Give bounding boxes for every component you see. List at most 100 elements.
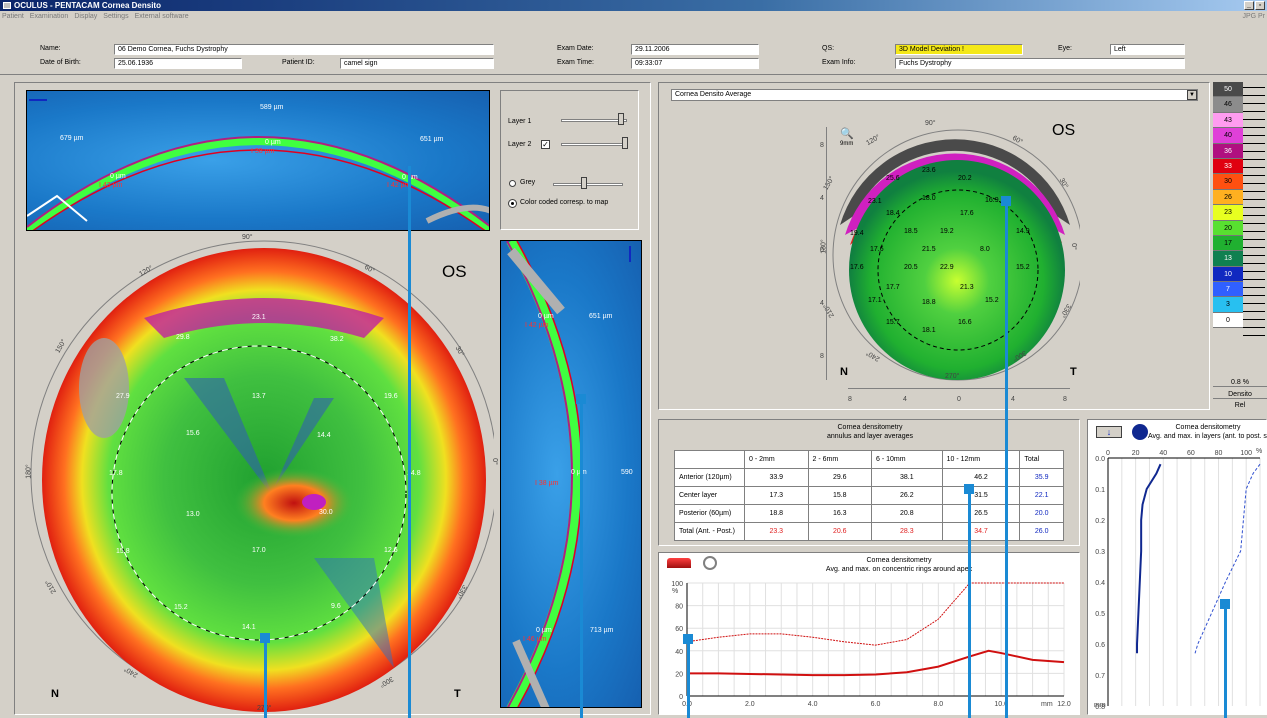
cursor-handle[interactable]	[1001, 196, 1011, 206]
densito-map-small[interactable]: 90° 120° 60° 150° 30° 180° 0° 210° 330° …	[800, 115, 1080, 395]
name-field[interactable]: 06 Demo Cornea, Fuchs Dystrophy	[114, 44, 494, 55]
menu-external-software[interactable]: External software	[134, 13, 189, 20]
color-scale-cell: 43	[1213, 112, 1243, 129]
eye-os-label-small: OS	[1052, 122, 1076, 139]
density-map-large[interactable]: 90° 270° 0° 180° 120° 60° 150° 30° 210° …	[14, 234, 498, 715]
cursor-handle[interactable]	[964, 484, 974, 494]
map-type-dropdown[interactable]: Cornea Densito Average ▼	[671, 89, 1198, 101]
qs-label: QS:	[822, 45, 835, 52]
scale-densito[interactable]: Densito	[1213, 391, 1267, 399]
scheimpflug-image-horizontal[interactable]: 589 µm 0 µm I 38 µm 679 µm 0 µm I 43 µm …	[26, 90, 490, 231]
table-cell: 33.9	[744, 468, 809, 487]
restore-button[interactable]: ▫	[1255, 1, 1265, 10]
qs-field[interactable]: 3D Model Deviation !	[895, 44, 1023, 55]
minimize-button[interactable]: _	[1244, 1, 1254, 10]
grey-label: Grey	[520, 179, 536, 186]
layer2-slider-thumb[interactable]	[622, 137, 628, 149]
series-line	[687, 649, 1065, 677]
y-unit-label: %	[672, 588, 679, 595]
map-value: 38.2	[330, 336, 344, 343]
dropdown-arrow-icon[interactable]: ▼	[1187, 90, 1197, 100]
cursor-line[interactable]	[687, 640, 690, 718]
table-row: Center layer 17.3 15.8 26.2 31.5 22.1	[674, 486, 1064, 505]
map-value: 13.7	[252, 393, 266, 400]
cursor-line[interactable]	[1005, 200, 1008, 718]
header-cell: Total	[1019, 450, 1064, 469]
grey-slider-thumb[interactable]	[581, 177, 587, 189]
cursor-line[interactable]	[968, 488, 971, 718]
table-cell: 20.8	[871, 504, 943, 523]
scale-rel[interactable]: Rel	[1234, 402, 1246, 409]
menu-settings[interactable]: Settings	[103, 13, 129, 20]
menu-display[interactable]: Display	[74, 13, 98, 20]
y-tick-label: 0.0	[1095, 456, 1105, 463]
exam-date-field[interactable]: 29.11.2006	[631, 44, 759, 55]
cursor-line[interactable]	[408, 166, 411, 718]
color-scale-cell: 36	[1213, 143, 1243, 159]
map-value: 23.6	[922, 167, 936, 174]
row-label: Center layer	[674, 486, 745, 505]
map-value: 15.2	[985, 297, 999, 304]
menu-right-text[interactable]: JPG Pr	[1242, 13, 1265, 20]
layer-controls-panel: Layer 1 Layer 2 ✓ Grey Color coded corre…	[500, 90, 639, 230]
header-cell	[674, 450, 745, 469]
grey-slider[interactable]	[553, 183, 623, 186]
y-tick: 0	[820, 247, 824, 254]
layer2-checkbox[interactable]: ✓	[541, 140, 550, 149]
cursor-line[interactable]	[264, 641, 267, 718]
exam-info-field[interactable]: Fuchs Dystrophy	[895, 58, 1185, 69]
y-tick-label: 60	[675, 626, 683, 633]
cursor-handle[interactable]	[683, 634, 693, 644]
eye-field[interactable]: Left	[1110, 44, 1185, 55]
x-tick-label: 20	[1132, 450, 1140, 457]
measure-label: 590	[621, 469, 633, 476]
table-cell: 26.5	[941, 504, 1021, 523]
cursor-handle[interactable]	[576, 394, 586, 404]
exam-time-field[interactable]: 09:33:07	[631, 58, 759, 69]
menu-patient[interactable]: Patient	[2, 13, 24, 20]
x-axis	[848, 388, 1070, 389]
scheimpflug-image-vertical[interactable]: 0 µm I 42 µm 651 µm 0 µm I 38 µm 590 0 µ…	[500, 240, 642, 708]
layer2-slider[interactable]	[561, 143, 627, 146]
cursor-handle[interactable]	[1220, 599, 1230, 609]
dob-field[interactable]: 25.06.1936	[114, 58, 242, 69]
layer2-label: Layer 2	[508, 141, 532, 148]
map-value: 17.6	[850, 264, 864, 271]
map-value: 15.2	[1016, 264, 1030, 271]
measure-label: 713 µm	[590, 627, 614, 634]
magnifier-icon[interactable]: 🔍	[840, 128, 854, 140]
measure-label: 589 µm	[260, 104, 284, 111]
map-value: 20.2	[958, 175, 972, 182]
layer-circle-icon[interactable]	[1132, 424, 1148, 440]
layers-chart-svg[interactable]: 0 20 40 60 80 100 0.0 0.1 0.2 0.3 0.4 0.5 0.6 0.7 0.8	[1088, 420, 1267, 716]
table-cell: 17.3	[744, 486, 809, 505]
rings-target-icon[interactable]	[703, 556, 717, 570]
scale-label: 9mm	[840, 141, 854, 147]
map-value: 17.1	[868, 297, 882, 304]
grey-radio[interactable]	[509, 180, 516, 187]
table-cell: 18.8	[744, 504, 809, 523]
measure-label: 0 µm	[110, 173, 126, 180]
color-scale-cell: 10	[1213, 266, 1243, 283]
measure-label: 651 µm	[589, 313, 613, 320]
color-scale-cell: 0	[1213, 312, 1243, 329]
map-value: 14.4	[317, 432, 331, 439]
map-value: 14.9	[1016, 228, 1030, 235]
color-coded-radio[interactable]	[508, 199, 517, 208]
series-line	[686, 582, 1064, 646]
layer1-slider-thumb[interactable]	[618, 113, 624, 125]
menu-examination[interactable]: Examination	[29, 13, 69, 20]
patient-id-field[interactable]: camel sign	[340, 58, 494, 69]
color-scale-cell: 40	[1213, 128, 1243, 144]
cornea-profile-icon[interactable]	[667, 558, 691, 568]
cursor-line[interactable]	[1224, 605, 1227, 718]
x-tick-label: 10.0	[994, 701, 1008, 708]
cursor-handle[interactable]	[260, 633, 270, 643]
rings-chart-panel: Cornea densitometry Avg. and max. on con…	[658, 552, 1080, 715]
map-value: 18.5	[904, 228, 918, 235]
layer1-slider[interactable]	[561, 119, 627, 122]
depth-direction-icon[interactable]: ↓	[1096, 426, 1122, 438]
cursor-line[interactable]	[580, 400, 583, 718]
map-value: 19.2	[940, 228, 954, 235]
